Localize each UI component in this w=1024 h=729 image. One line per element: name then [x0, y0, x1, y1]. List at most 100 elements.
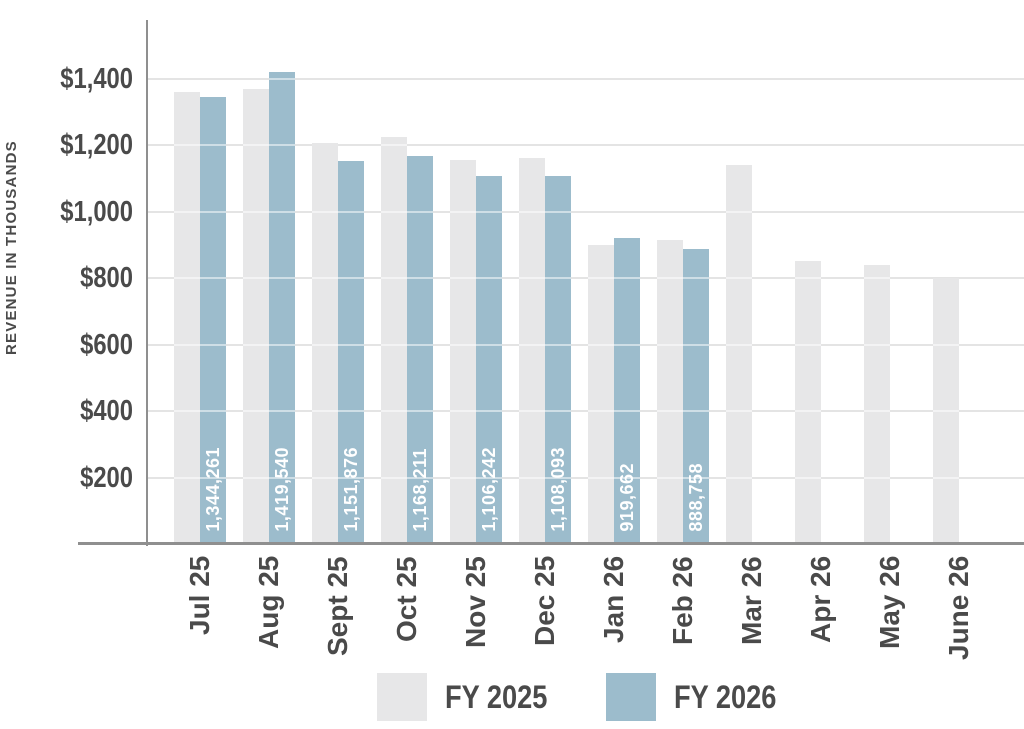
- gridline: [147, 77, 1024, 80]
- gridline-over-bar: [683, 476, 709, 479]
- y-tick-label: $600: [80, 328, 133, 361]
- gridline-over-bar: [450, 476, 476, 479]
- gridline-over-bar: [407, 343, 433, 346]
- x-tick-label: Jan 26: [598, 556, 629, 644]
- x-tick-label: Oct 25: [391, 556, 422, 642]
- gridline-over-bar: [545, 343, 571, 346]
- gridline-over-bar: [683, 277, 709, 280]
- y-tick-label: $1,000: [60, 195, 133, 228]
- gridline-over-bar: [614, 277, 640, 280]
- gridline-over-bar: [450, 210, 476, 213]
- bar-fy2026: 888,758: [683, 248, 709, 544]
- gridline-over-bar: [381, 144, 407, 147]
- gridline-over-bar: [588, 410, 614, 413]
- y-tick-label: $200: [80, 461, 133, 494]
- x-tick-label: Apr 26: [805, 556, 836, 644]
- bar-value-label: 888,758: [686, 463, 706, 532]
- gridline-over-bar: [614, 343, 640, 346]
- gridline-over-bar: [312, 277, 338, 280]
- gridline-over-bar: [933, 476, 959, 479]
- bar-fy2025: [174, 91, 200, 544]
- gridline-over-bar: [338, 210, 364, 213]
- gridline-over-bar: [864, 410, 890, 413]
- bar-fy2025: [450, 159, 476, 544]
- gridline: [147, 144, 1024, 146]
- gridline-over-bar: [476, 476, 502, 479]
- gridline-over-bar: [683, 343, 709, 346]
- x-tick-label: Feb 26: [667, 556, 698, 645]
- bar-fy2025: [657, 239, 683, 544]
- legend-label: FY 2025: [445, 678, 548, 715]
- gridline-over-bar: [545, 476, 571, 479]
- gridline-over-bar: [476, 210, 502, 213]
- gridline-over-bar: [657, 476, 683, 479]
- gridline-over-bar: [269, 144, 295, 147]
- gridline-over-bar: [174, 210, 200, 213]
- y-axis-title: REVENUE IN THOUSANDS: [3, 140, 20, 355]
- gridline-over-bar: [338, 277, 364, 280]
- bar-fy2025: [864, 264, 890, 544]
- legend-swatch-fy-2025: [377, 673, 428, 721]
- gridline-over-bar: [726, 343, 752, 346]
- gridline-over-bar: [174, 343, 200, 346]
- bar-fy2025: [243, 88, 269, 544]
- gridline-over-bar: [407, 277, 433, 280]
- gridline-over-bar: [269, 77, 295, 80]
- legend-item: FY 2026: [605, 673, 794, 721]
- x-tick-label: Mar 26: [736, 556, 767, 645]
- gridline-over-bar: [200, 476, 226, 479]
- y-tick-label: $1,400: [60, 62, 133, 95]
- x-tick-label: Sept 25: [322, 556, 353, 656]
- gridline-over-bar: [174, 410, 200, 413]
- bar-fy2026: 1,419,540: [269, 72, 295, 544]
- gridline-over-bar: [933, 343, 959, 346]
- gridline-over-bar: [381, 277, 407, 280]
- gridline: [147, 476, 1024, 479]
- gridline-over-bar: [174, 277, 200, 280]
- gridline-over-bar: [407, 476, 433, 479]
- gridline-over-bar: [200, 277, 226, 280]
- gridline-over-bar: [519, 343, 545, 346]
- bar-fy2026: 1,151,876: [338, 161, 364, 544]
- bar-fy2025: [312, 143, 338, 544]
- gridline-over-bar: [269, 210, 295, 213]
- gridline-over-bar: [614, 410, 640, 413]
- gridline-over-bar: [269, 476, 295, 479]
- gridline-over-bar: [864, 277, 890, 280]
- gridline-over-bar: [269, 277, 295, 280]
- legend-item: FY 2025: [377, 673, 565, 721]
- gridline-over-bar: [174, 476, 200, 479]
- bar-value-label: 1,168,211: [410, 448, 430, 532]
- x-tick-label: Aug 25: [253, 556, 284, 650]
- gridline-over-bar: [381, 343, 407, 346]
- gridline-over-bar: [269, 343, 295, 346]
- bar-fy2026: 1,108,093: [545, 175, 571, 544]
- x-axis-line: [78, 542, 1024, 545]
- gridline-over-bar: [476, 277, 502, 280]
- gridline-over-bar: [269, 410, 295, 413]
- plot-area: 1,344,261 1,419,540 1,151,876 1,168,211 1,10…: [78, 20, 1024, 546]
- bar-fy2026: 1,168,211: [407, 155, 433, 544]
- gridline-over-bar: [407, 410, 433, 413]
- gridline-over-bar: [243, 144, 269, 147]
- gridline-over-bar: [450, 277, 476, 280]
- gridline-over-bar: [338, 343, 364, 346]
- bar-value-label: 1,344,261: [203, 447, 223, 532]
- gridline-over-bar: [450, 410, 476, 413]
- gridline: [147, 410, 1024, 412]
- gridline-over-bar: [657, 277, 683, 280]
- gridline-over-bar: [381, 210, 407, 213]
- gridline: [147, 210, 1024, 213]
- bar-value-label: 1,151,876: [341, 447, 361, 532]
- legend: FY 2025 FY 2026: [147, 668, 1024, 726]
- gridline-over-bar: [519, 277, 545, 280]
- gridline-over-bar: [864, 343, 890, 346]
- bar-fy2026: 1,106,242: [476, 176, 502, 544]
- gridline-over-bar: [795, 410, 821, 413]
- y-tick-label: $800: [80, 262, 133, 294]
- gridline-over-bar: [312, 410, 338, 413]
- gridline-over-bar: [200, 144, 226, 147]
- y-axis-line: [146, 20, 148, 546]
- gridline-over-bar: [588, 343, 614, 346]
- gridline-over-bar: [243, 476, 269, 479]
